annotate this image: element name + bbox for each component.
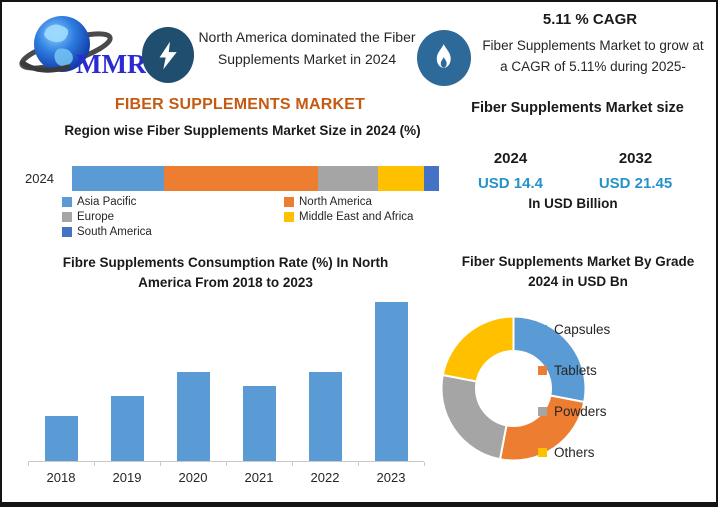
legend-label: Tablets bbox=[554, 363, 597, 378]
legend-item-capsules: Capsules bbox=[538, 322, 610, 337]
legend-item-middle-east-and-africa: Middle East and Africa bbox=[284, 211, 444, 223]
market-size-unit: In USD Billion bbox=[528, 196, 618, 211]
banner-right-text: Fiber Supplements Market to grow at a CA… bbox=[482, 38, 704, 74]
legend-item-asia-pacific: Asia Pacific bbox=[62, 196, 284, 208]
x-tick-label: 2019 bbox=[112, 470, 142, 485]
stacked-category-label: 2024 bbox=[25, 171, 54, 186]
donut-slice-powders bbox=[440, 373, 508, 461]
main-title: FIBER SUPPLEMENTS MARKET bbox=[114, 96, 366, 113]
legend-label: North America bbox=[299, 196, 372, 208]
banner-left-text: North America dominated the Fiber Supple… bbox=[198, 29, 416, 67]
market-size-value-1: USD 14.4 bbox=[477, 175, 544, 192]
donut-slice-capsules bbox=[512, 315, 587, 404]
axis-tick bbox=[159, 462, 161, 466]
legend-swatch-icon bbox=[62, 227, 72, 237]
cagr-title: 5.11 % CAGR bbox=[542, 11, 638, 28]
stacked-segment-asia-pacific bbox=[72, 166, 164, 191]
stacked-segment-north-america bbox=[163, 166, 318, 191]
legend-swatch-icon bbox=[538, 407, 547, 416]
bar-slot bbox=[160, 302, 226, 461]
bar-slot bbox=[358, 302, 424, 461]
legend-swatch-icon bbox=[538, 325, 547, 334]
bars-area bbox=[28, 302, 424, 461]
mmr-logo: MMR bbox=[18, 11, 147, 85]
axis-tick bbox=[93, 462, 95, 466]
axis-tick bbox=[424, 462, 425, 466]
market-size-value-2: USD 21.45 bbox=[598, 175, 673, 192]
market-size-years: 2024 2032 bbox=[448, 150, 698, 167]
legend-item-others: Others bbox=[538, 445, 610, 460]
legend-label: Asia Pacific bbox=[77, 196, 137, 208]
lightning-badge bbox=[142, 27, 194, 83]
legend-item-europe: Europe bbox=[62, 211, 284, 223]
legend-label: Middle East and Africa bbox=[299, 211, 414, 223]
flame-badge bbox=[417, 30, 471, 86]
legend-label: Powders bbox=[554, 404, 607, 419]
x-tick-label: 2022 bbox=[310, 470, 340, 485]
axis-tick bbox=[28, 462, 29, 466]
axis-tick bbox=[226, 462, 227, 466]
x-axis bbox=[28, 461, 425, 467]
legend-item-powders: Powders bbox=[538, 404, 610, 419]
legend-swatch-icon bbox=[62, 197, 72, 207]
x-tick-label: 2023 bbox=[376, 470, 406, 485]
stacked-bar bbox=[72, 166, 439, 191]
axis-tick bbox=[291, 462, 293, 466]
x-tick-label: 2021 bbox=[244, 470, 274, 485]
lightning-icon bbox=[159, 41, 177, 69]
legend-swatch-icon bbox=[284, 212, 294, 222]
legend-swatch-icon bbox=[538, 366, 547, 375]
bar-chart-title: Fibre Supplements Consumption Rate (%) I… bbox=[62, 255, 389, 290]
bar-chart: 2018 2019 2020 2021 2022 2023 bbox=[28, 302, 425, 485]
donut-slice-others bbox=[441, 315, 515, 383]
market-size-title: Fiber Supplements Market size bbox=[471, 100, 684, 116]
bar-2022 bbox=[308, 371, 342, 461]
market-size-year-2: 2032 bbox=[618, 150, 653, 167]
stacked-chart: 2024 bbox=[25, 166, 439, 191]
donut-chart bbox=[440, 315, 587, 462]
x-tick-label: 2018 bbox=[46, 470, 76, 485]
x-tick-label: 2020 bbox=[178, 470, 208, 485]
bar-slot bbox=[292, 302, 358, 461]
stacked-segment-south-america bbox=[424, 166, 439, 191]
legend-item-north-america: North America bbox=[284, 196, 444, 208]
legend-item-south-america: South America bbox=[62, 226, 284, 238]
globe-icon: MMR bbox=[19, 16, 147, 79]
stacked-chart-title: Region wise Fiber Supplements Market Siz… bbox=[64, 123, 421, 138]
bar-2020 bbox=[176, 371, 210, 461]
bar-slot bbox=[226, 302, 292, 461]
grade-legend: Capsules Tablets Powders Others bbox=[538, 322, 610, 460]
legend-label: South America bbox=[77, 226, 152, 238]
bar-slot bbox=[28, 302, 94, 461]
legend-label: Europe bbox=[77, 211, 115, 223]
stacked-segment-middle-east-and-africa bbox=[378, 166, 425, 191]
bar-2021 bbox=[242, 386, 276, 461]
bar-slot bbox=[94, 302, 160, 461]
logo-text: MMR bbox=[76, 49, 146, 79]
legend-label: Capsules bbox=[554, 322, 611, 337]
market-size-values: USD 14.4 USD 21.45 bbox=[448, 175, 698, 192]
legend-swatch-icon bbox=[538, 448, 547, 457]
legend-item-tablets: Tablets bbox=[538, 363, 610, 378]
stacked-segment-europe bbox=[317, 166, 379, 191]
legend-swatch-icon bbox=[62, 212, 72, 222]
region-legend: Asia Pacific North America Europe Middle Ea… bbox=[62, 196, 444, 238]
legend-label: Others bbox=[554, 445, 595, 460]
x-axis-labels: 2018 2019 2020 2021 2022 2023 bbox=[28, 470, 424, 485]
legend-swatch-icon bbox=[284, 197, 294, 207]
axis-tick bbox=[358, 462, 359, 466]
bar-2018 bbox=[44, 416, 78, 461]
flame-icon bbox=[437, 43, 451, 68]
market-size-year-1: 2024 bbox=[493, 150, 528, 167]
donut-chart-title: Fiber Supplements Market By Grade 2024 i… bbox=[461, 254, 695, 289]
bar-2023 bbox=[374, 302, 408, 461]
bar-2019 bbox=[110, 395, 144, 461]
